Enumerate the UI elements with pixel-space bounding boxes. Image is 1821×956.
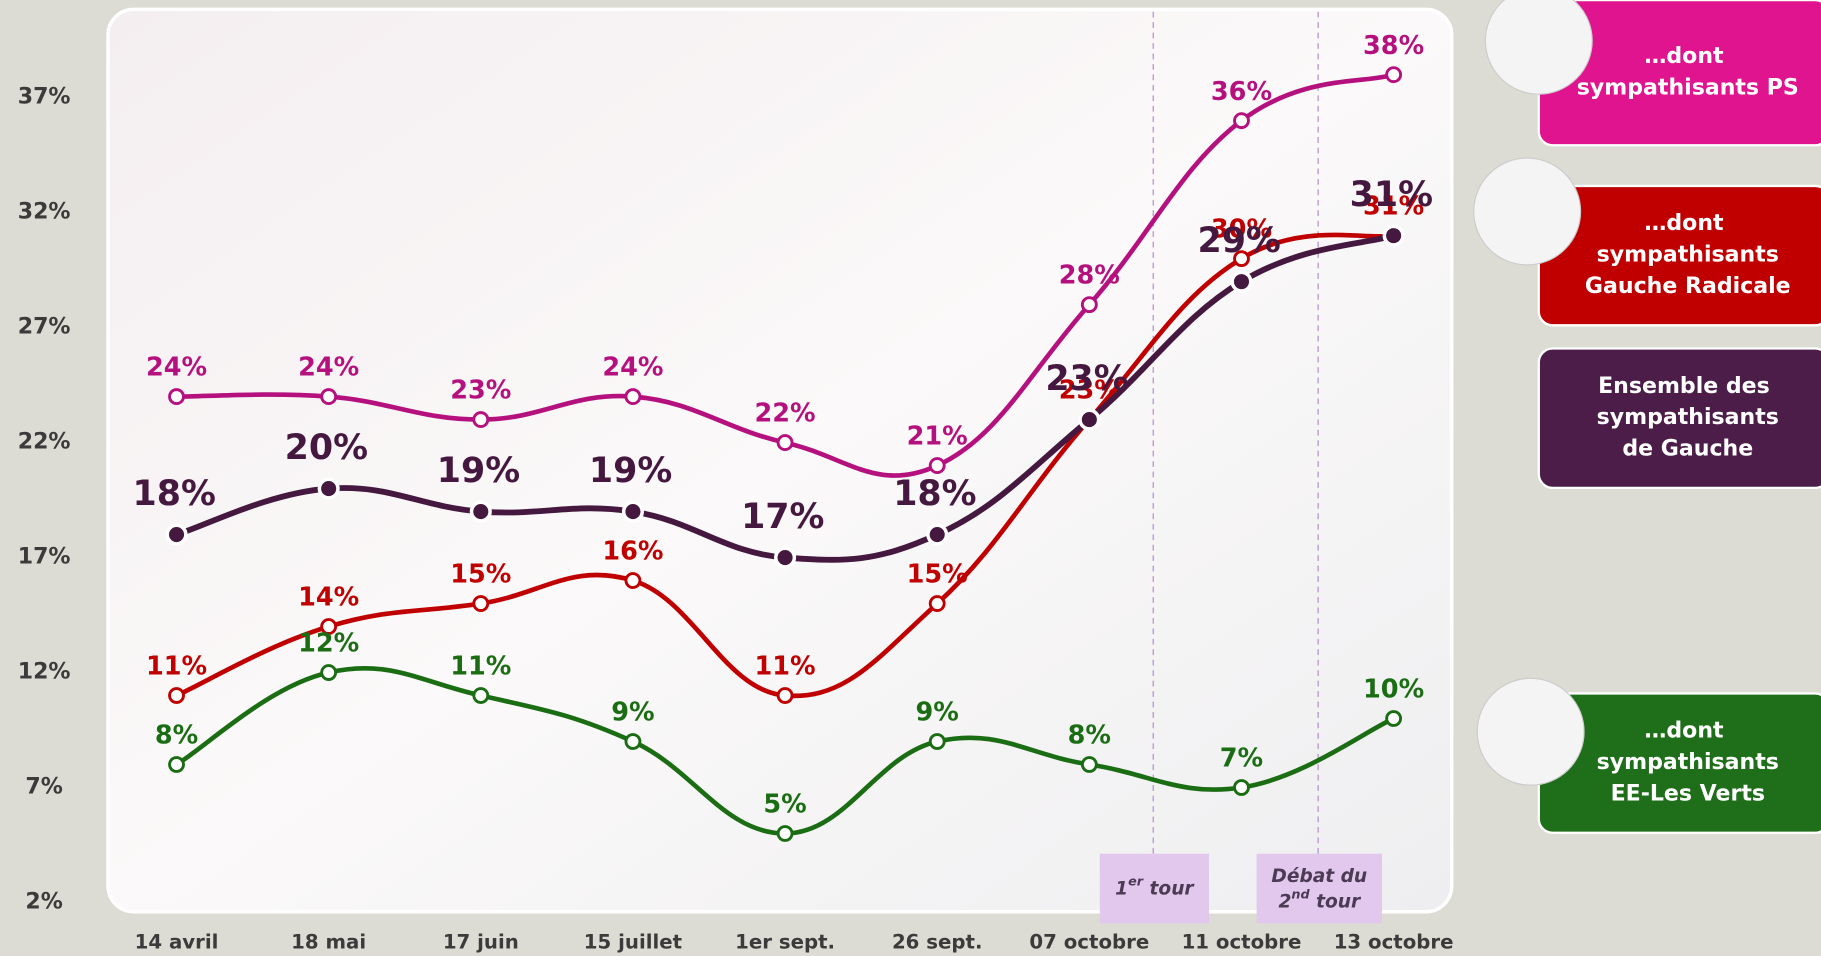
- data-label: 10%: [1363, 675, 1424, 705]
- data-point: [1235, 114, 1249, 128]
- y-tick-label: 27%: [18, 315, 71, 340]
- data-label: 22%: [755, 399, 816, 429]
- data-label: 8%: [1068, 721, 1111, 751]
- data-label: 24%: [146, 353, 207, 383]
- annotation-text: 2nd tour: [1278, 887, 1362, 912]
- data-point: [170, 689, 184, 703]
- annotation-text-part: tour: [1310, 891, 1362, 912]
- data-label: 11%: [755, 652, 816, 682]
- data-point: [474, 597, 488, 611]
- annotation-text-part: 2: [1278, 891, 1291, 912]
- data-label: 12%: [298, 629, 359, 659]
- data-label: 18%: [893, 474, 976, 514]
- data-point: [472, 502, 491, 521]
- x-tick-label: 07 octobre: [1029, 931, 1149, 954]
- x-tick-label: 26 sept.: [892, 931, 983, 954]
- y-tick-label: 32%: [18, 200, 71, 225]
- data-point: [930, 735, 944, 749]
- annotation-text: Débat du: [1271, 865, 1367, 886]
- data-point: [930, 459, 944, 473]
- y-tick-label: 12%: [18, 660, 71, 685]
- legend-logo: [1477, 678, 1584, 785]
- data-point: [778, 689, 792, 703]
- legend-label: Ensemble des sympathisants de Gauche: [1589, 374, 1779, 462]
- data-label: 28%: [1059, 261, 1120, 291]
- data-label: 38%: [1363, 31, 1424, 61]
- data-point: [776, 548, 795, 567]
- data-label: 18%: [133, 474, 216, 514]
- data-point: [170, 390, 184, 404]
- annotation-text-part: 1: [1115, 878, 1128, 899]
- data-label: 24%: [298, 353, 359, 383]
- data-point: [322, 666, 336, 680]
- y-tick-label: 17%: [18, 545, 71, 570]
- annotation-text: 1er tour: [1115, 874, 1195, 899]
- data-point: [930, 597, 944, 611]
- data-point: [1235, 781, 1249, 795]
- data-point: [778, 436, 792, 450]
- data-label: 36%: [1211, 77, 1272, 107]
- data-point: [778, 827, 792, 841]
- data-label: 14%: [298, 583, 359, 613]
- x-tick-label: 13 octobre: [1334, 931, 1454, 954]
- data-point: [170, 758, 184, 772]
- data-point: [1080, 410, 1099, 429]
- x-tick-label: 17 juin: [443, 931, 519, 954]
- y-tick-label: 7%: [25, 775, 62, 800]
- data-label: 9%: [916, 698, 959, 728]
- data-point: [626, 390, 640, 404]
- chart: 2%7%12%17%22%27%32%37%14 avril18 mai17 j…: [0, 0, 1821, 956]
- data-label: 31%: [1350, 175, 1433, 215]
- data-point: [322, 390, 336, 404]
- x-tick-label: 1er sept.: [735, 931, 835, 954]
- data-label: 24%: [602, 353, 663, 383]
- data-point: [1384, 226, 1403, 245]
- data-label: 7%: [1220, 744, 1263, 774]
- y-tick-label: 37%: [18, 85, 71, 110]
- data-point: [319, 479, 338, 498]
- annotation-text-part: nd: [1291, 887, 1310, 902]
- y-tick-label: 22%: [18, 430, 71, 455]
- data-label: 11%: [450, 652, 511, 682]
- annotation-text-part: tour: [1143, 878, 1195, 899]
- data-point: [474, 689, 488, 703]
- annotation-text-part: er: [1128, 874, 1144, 889]
- data-label: 11%: [146, 652, 207, 682]
- data-label: 23%: [450, 376, 511, 406]
- x-tick-label: 14 avril: [135, 931, 219, 954]
- data-label: 19%: [589, 451, 672, 491]
- data-point: [928, 525, 947, 544]
- data-point: [626, 574, 640, 588]
- x-tick-label: 11 octobre: [1182, 931, 1302, 954]
- data-label: 23%: [1045, 359, 1128, 399]
- annotation-box: [1257, 854, 1382, 924]
- data-point: [1232, 272, 1251, 291]
- data-label: 15%: [450, 560, 511, 590]
- data-point: [474, 413, 488, 427]
- x-tick-label: 15 juillet: [584, 931, 682, 954]
- data-label: 17%: [741, 497, 824, 537]
- data-point: [167, 525, 186, 544]
- data-point: [1387, 712, 1401, 726]
- data-label: 19%: [437, 451, 520, 491]
- data-point: [626, 735, 640, 749]
- data-point: [1082, 298, 1096, 312]
- x-tick-label: 18 mai: [291, 931, 366, 954]
- y-tick-label: 2%: [25, 889, 62, 914]
- data-label: 5%: [763, 790, 806, 820]
- data-label: 8%: [155, 721, 198, 751]
- data-point: [1082, 758, 1096, 772]
- data-label: 20%: [285, 428, 368, 468]
- data-label: 16%: [602, 537, 663, 567]
- data-label: 21%: [907, 422, 968, 452]
- data-point: [1387, 68, 1401, 82]
- annotation-text-part: Débat du: [1271, 865, 1367, 886]
- data-label: 9%: [611, 698, 654, 728]
- data-label: 29%: [1197, 221, 1280, 261]
- data-label: 15%: [907, 560, 968, 590]
- data-point: [624, 502, 643, 521]
- legend-logo: [1474, 158, 1581, 265]
